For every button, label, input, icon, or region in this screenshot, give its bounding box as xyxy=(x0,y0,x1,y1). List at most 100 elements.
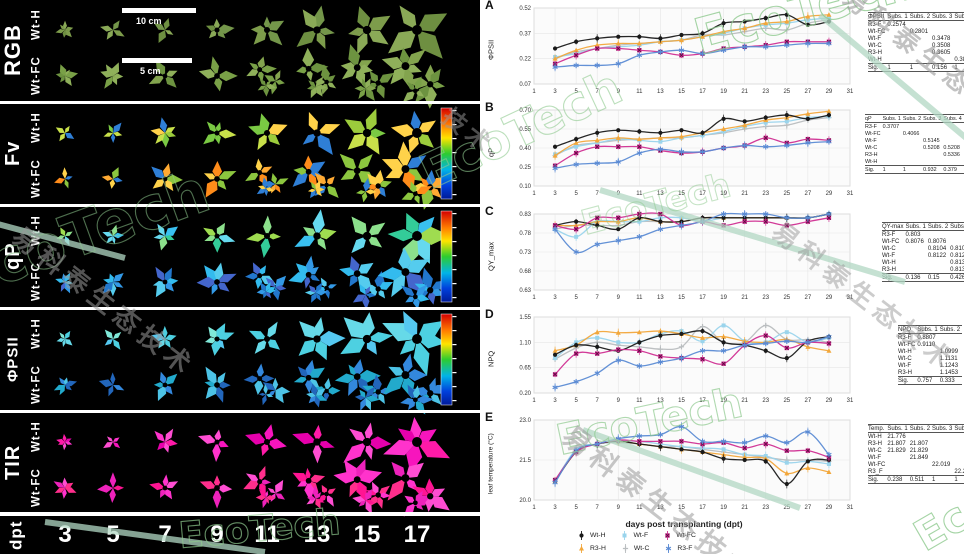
x-tick: 3 xyxy=(553,398,557,404)
table-cell: 0.5336 xyxy=(943,151,960,158)
row-label: R3-H xyxy=(868,49,883,56)
row-label: Wt-C xyxy=(882,245,896,252)
chart-legend-row: R3-H Wt-C R3-F xyxy=(576,543,692,554)
table-cell: 21.807 xyxy=(909,440,929,447)
table-cell: 0.3508 xyxy=(932,42,951,49)
row-label: Wt-FC xyxy=(882,238,900,245)
table-title: QY-max xyxy=(882,222,906,231)
x-tick: 7 xyxy=(596,295,600,301)
plant-image xyxy=(151,163,183,192)
table-row: Wt-FC 0.9110 xyxy=(898,341,962,348)
x-tick: 5 xyxy=(574,295,578,301)
chart-panel-D: D NPQ 1 3 5 7 9 11 13 15 17 19 21 23 25 27 29 31 0.20 0.65 1… xyxy=(484,307,964,411)
legend-marker-asterisk xyxy=(666,544,672,553)
table-cell xyxy=(910,433,932,441)
row-separator xyxy=(0,204,480,207)
sig-label: Sig. xyxy=(868,63,888,72)
legend-label: Wt-H xyxy=(590,532,606,539)
row-label: Wt-F xyxy=(865,137,877,144)
plant-image xyxy=(55,20,74,38)
plant-image xyxy=(55,64,79,87)
plant-image xyxy=(296,47,337,99)
table-cell xyxy=(954,21,964,29)
table-cell xyxy=(928,259,950,266)
x-tick: 11 xyxy=(636,398,643,404)
x-tick: 15 xyxy=(678,295,685,301)
dpt-separator xyxy=(0,512,480,516)
x-tick: 17 xyxy=(699,295,706,301)
table-col-header: Subs. 3 xyxy=(950,222,964,231)
table-row: Wt-C 0.5208 0.5208 xyxy=(865,144,964,151)
sig-value: 1 xyxy=(954,475,964,484)
row-label: R3_F xyxy=(868,468,883,475)
table-row: Wt-C 1.1131 xyxy=(898,355,962,362)
x-tick: 21 xyxy=(741,505,748,511)
table-cell: 0.2801 xyxy=(909,28,929,35)
plant-image xyxy=(104,329,122,350)
x-tick: 5 xyxy=(574,191,578,197)
plant-image xyxy=(292,467,336,509)
table-cell xyxy=(917,348,939,355)
plant-image xyxy=(53,377,78,396)
y-tick: 0.55 xyxy=(519,127,531,133)
y-tick: 21.5 xyxy=(519,458,531,464)
table-title: NPQ xyxy=(898,325,918,334)
table-col-header: Subs. 1 xyxy=(887,12,910,21)
x-tick: 23 xyxy=(762,295,769,301)
legend-marker-square-x xyxy=(665,531,670,540)
table-row: Wt-H 21.776 xyxy=(868,433,964,441)
table-cell: 0.3478 xyxy=(932,35,951,42)
sig-value: 1 xyxy=(887,63,910,72)
table-cell xyxy=(887,56,909,64)
legend-item-Wt-C: Wt-C xyxy=(620,543,649,554)
table-row: R3-H 0.8139 xyxy=(882,266,964,274)
plant-image xyxy=(343,422,392,463)
table-cell xyxy=(950,231,964,239)
plant-image xyxy=(101,167,123,189)
sig-row: Sig. 0.136 0.15 0.426 xyxy=(882,273,964,282)
table-cell xyxy=(932,433,954,441)
panel-letter-D: D xyxy=(485,307,494,321)
table-col-header: Subs. 2 xyxy=(939,325,963,334)
x-tick: 5 xyxy=(574,398,578,404)
table-col-header: Subs. 3 xyxy=(932,424,955,433)
legend-item-Wt-F: Wt-F xyxy=(619,530,648,541)
dpt-value: 9 xyxy=(210,521,224,548)
plant-image xyxy=(102,224,125,245)
table-cell: 0.8122 xyxy=(927,252,947,259)
plant-image xyxy=(245,424,287,457)
table-cell: 0.5208 xyxy=(943,144,960,151)
table-title: Temp. xyxy=(868,424,888,433)
table-row: Wt-F 0.5145 xyxy=(865,137,964,144)
table-cell xyxy=(954,447,964,454)
x-tick: 23 xyxy=(762,191,769,197)
x-tick: 17 xyxy=(699,398,706,404)
table-cell xyxy=(954,433,964,441)
plant-image xyxy=(103,122,123,143)
chart-panel-C: C QY_max 1 3 5 7 9 11 13 15 17 19 21 23 25 27 29 31 0.63 0.… xyxy=(484,204,964,308)
legend-label: Wt-FC xyxy=(676,532,696,539)
table-cell xyxy=(903,137,923,144)
plant-image xyxy=(199,475,233,509)
table-cell: 0.5145 xyxy=(923,137,940,144)
x-tick: 1 xyxy=(532,398,536,404)
plant-image xyxy=(381,47,446,109)
table-cell: 0.8104 xyxy=(927,245,947,252)
table-cell: 22.246 xyxy=(954,468,964,475)
subrow-label-wt-fc: Wt-FC xyxy=(30,365,43,405)
plant-image xyxy=(154,17,174,44)
plant-image xyxy=(198,429,229,462)
table-cell: 1.1131 xyxy=(939,355,958,362)
y-tick: 0.52 xyxy=(519,6,531,12)
plant-image xyxy=(383,353,450,415)
series-R3-F xyxy=(552,138,832,173)
table-cell xyxy=(905,252,927,259)
sig-value: 1 xyxy=(882,165,903,174)
table-col-header: Subs. 2 xyxy=(909,424,933,433)
legend-item-R3-H: R3-H xyxy=(576,543,606,554)
panel-letter-A: A xyxy=(485,0,494,12)
table-col-header: Subs. 3 xyxy=(923,114,944,123)
subrow-label-wt-fc: Wt-FC xyxy=(30,262,43,302)
legend-item-Wt-FC: Wt-FC xyxy=(662,530,696,541)
plant-image xyxy=(154,428,178,453)
